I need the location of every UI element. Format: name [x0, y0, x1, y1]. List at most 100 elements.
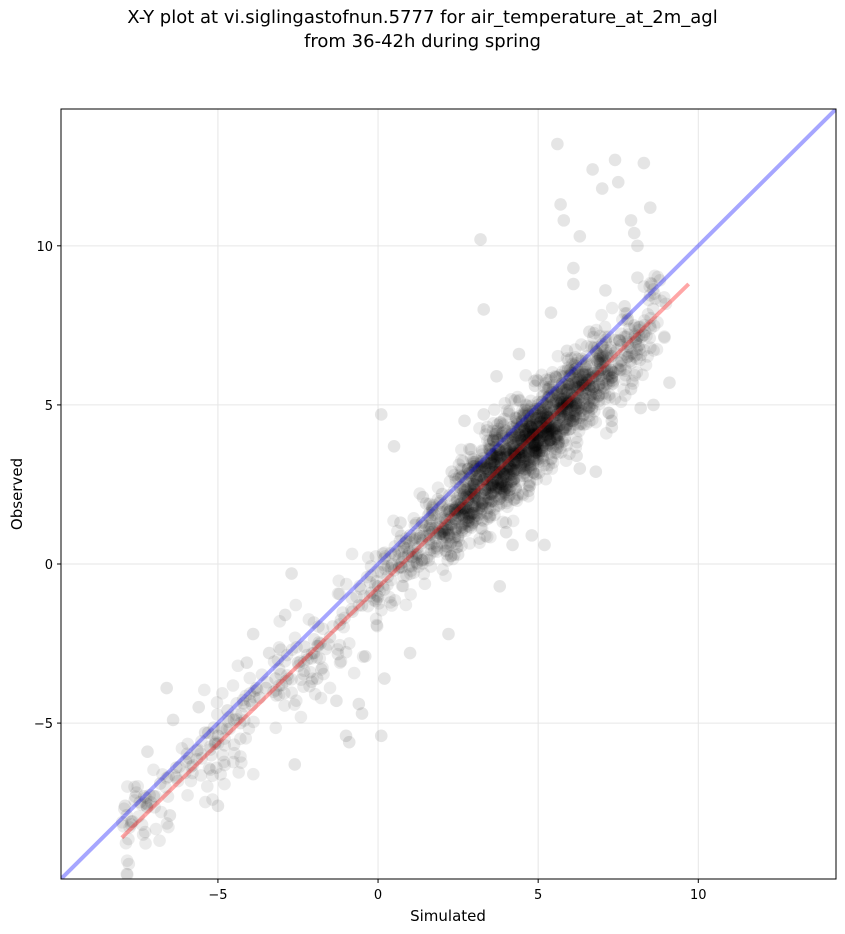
- scatter-point: [497, 477, 511, 491]
- scatter-point: [508, 430, 522, 444]
- scatter-point: [529, 443, 543, 457]
- scatter-point: [544, 453, 558, 466]
- scatter-point: [567, 277, 580, 291]
- scatter-point: [508, 450, 522, 463]
- scatter-point: [492, 499, 506, 512]
- scatter-point: [557, 422, 570, 436]
- scatter-point: [507, 458, 521, 471]
- scatter-point: [483, 493, 497, 506]
- scatter-point: [644, 311, 657, 325]
- scatter-point: [513, 421, 527, 434]
- scatter-point: [504, 393, 518, 406]
- scatter-point: [413, 529, 427, 543]
- scatter-point: [560, 418, 574, 432]
- scatter-point: [470, 472, 484, 486]
- scatter-point: [215, 721, 229, 735]
- scatter-point: [506, 433, 520, 446]
- scatter-point: [508, 429, 521, 443]
- scatter-point: [516, 450, 529, 464]
- scatter-point: [481, 501, 494, 515]
- scatter-point: [426, 502, 439, 515]
- scatter-point: [512, 433, 525, 447]
- scatter-point: [236, 693, 250, 707]
- scatter-point: [539, 417, 553, 431]
- scatter-point: [456, 499, 470, 512]
- scatter-point: [527, 427, 541, 440]
- scatter-point: [562, 395, 576, 408]
- scatter-point: [477, 303, 491, 316]
- scatter-point: [554, 403, 567, 417]
- scatter-point: [465, 488, 478, 501]
- scatter-point: [373, 584, 386, 598]
- scatter-point: [425, 500, 439, 514]
- scatter-point: [548, 419, 562, 432]
- scatter-point: [454, 470, 468, 484]
- scatter-point: [475, 469, 488, 483]
- scatter-point: [536, 429, 550, 443]
- scatter-point: [545, 424, 559, 438]
- scatter-point: [522, 453, 535, 467]
- scatter-point: [570, 449, 583, 463]
- scatter-point: [466, 453, 480, 466]
- scatter-point: [147, 763, 160, 777]
- scatter-point: [536, 426, 549, 439]
- scatter-point: [592, 369, 606, 383]
- scatter-point: [156, 768, 169, 781]
- scatter-point: [489, 472, 503, 485]
- scatter-point: [517, 459, 530, 472]
- scatter-point: [393, 534, 407, 548]
- scatter-point: [400, 535, 413, 548]
- scatter-point: [613, 334, 626, 348]
- scatter-point: [614, 359, 628, 373]
- scatter-point: [510, 416, 524, 429]
- scatter-point: [541, 411, 555, 424]
- scatter-point: [513, 475, 526, 488]
- scatter-point: [466, 499, 480, 513]
- scatter-point: [582, 373, 596, 387]
- scatter-point: [483, 501, 497, 515]
- scatter-point: [526, 424, 540, 437]
- scatter-point: [518, 446, 532, 460]
- scatter-point: [620, 314, 634, 327]
- scatter-point: [589, 415, 603, 429]
- scatter-point: [516, 488, 530, 502]
- scatter-point: [517, 455, 530, 469]
- scatter-point: [485, 494, 498, 508]
- scatter-point: [517, 462, 531, 476]
- scatter-point: [334, 613, 348, 627]
- scatter-point: [580, 399, 594, 412]
- scatter-point: [492, 448, 506, 462]
- scatter-point: [595, 182, 609, 195]
- scatter-point: [353, 579, 366, 593]
- scatter-point: [492, 422, 505, 436]
- scatter-point: [575, 352, 589, 366]
- scatter-point: [571, 386, 585, 399]
- scatter-point: [646, 302, 660, 316]
- scatter-point: [436, 563, 450, 576]
- scatter-point: [509, 411, 523, 425]
- scatter-point: [436, 498, 450, 512]
- scatter-point: [434, 527, 447, 541]
- scatter-point: [503, 431, 517, 445]
- scatter-point: [576, 366, 590, 379]
- scatter-point: [543, 427, 556, 440]
- scatter-point: [565, 389, 579, 402]
- scatter-point: [206, 728, 219, 741]
- scatter-point: [529, 439, 542, 453]
- scatter-point: [482, 467, 496, 481]
- scatter-point: [651, 270, 665, 284]
- scatter-point: [496, 451, 510, 465]
- scatter-point: [385, 559, 398, 573]
- scatter-point: [461, 481, 474, 494]
- scatter-point: [556, 365, 569, 378]
- scatter-point: [554, 399, 568, 413]
- scatter-point: [522, 463, 535, 477]
- scatter-point: [444, 510, 458, 524]
- scatter-point: [486, 455, 499, 468]
- scatter-point: [227, 738, 241, 751]
- scatter-point: [430, 539, 444, 553]
- scatter-point: [466, 455, 479, 469]
- scatter-point: [537, 410, 551, 423]
- scatter-point: [592, 353, 606, 366]
- scatter-point: [416, 529, 430, 543]
